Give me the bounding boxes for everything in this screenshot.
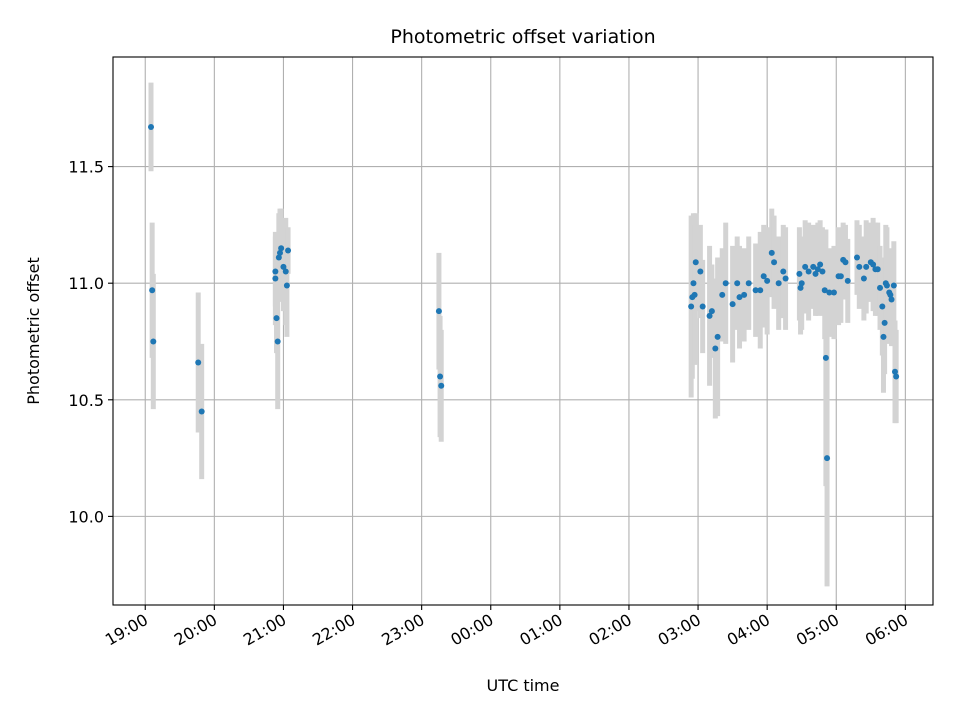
data-point — [863, 263, 870, 270]
data-point — [712, 345, 719, 352]
y-tick-label: 11.0 — [68, 274, 104, 293]
data-point — [273, 315, 280, 322]
data-point — [780, 268, 787, 275]
data-point — [826, 289, 833, 296]
data-point — [874, 266, 881, 273]
data-point — [888, 296, 895, 303]
y-tick-label: 10.0 — [68, 507, 104, 526]
data-point — [879, 303, 886, 310]
data-point — [692, 259, 699, 266]
plot-frame — [112, 56, 934, 606]
data-point — [282, 268, 289, 275]
data-point — [150, 338, 157, 345]
data-point — [760, 273, 767, 280]
data-point — [824, 455, 831, 462]
data-point — [148, 123, 155, 130]
plot-area — [113, 57, 933, 605]
data-point — [745, 280, 752, 287]
chart-title: Photometric offset variation — [390, 26, 655, 48]
data-point — [285, 247, 292, 254]
data-point — [814, 266, 821, 273]
data-point — [853, 254, 860, 261]
data-point — [722, 280, 729, 287]
data-point — [708, 308, 715, 315]
data-point — [697, 268, 704, 275]
data-point — [714, 333, 721, 340]
data-point — [757, 287, 764, 294]
data-point — [877, 284, 884, 291]
data-point — [690, 280, 697, 287]
data-point — [688, 303, 695, 310]
data-point — [887, 291, 894, 298]
data-point — [752, 287, 759, 294]
data-point — [881, 319, 888, 326]
data-point — [437, 373, 444, 380]
data-point — [810, 263, 817, 270]
data-point — [890, 282, 897, 289]
data-point — [797, 284, 804, 291]
data-point — [798, 280, 805, 287]
data-point — [719, 291, 726, 298]
data-point — [764, 277, 771, 284]
data-point — [883, 282, 890, 289]
data-point — [893, 373, 900, 380]
data-point — [891, 368, 898, 375]
data-point — [195, 359, 202, 366]
data-point — [805, 268, 812, 275]
data-point — [822, 354, 829, 361]
data-point — [274, 338, 281, 345]
x-axis-label: UTC time — [487, 676, 560, 695]
data-point — [741, 291, 748, 298]
data-point — [842, 259, 849, 266]
data-point — [275, 254, 282, 261]
data-point — [782, 275, 789, 282]
data-point — [796, 270, 803, 277]
data-point — [283, 282, 290, 289]
data-point — [771, 259, 778, 266]
data-point — [817, 261, 824, 268]
data-point — [775, 280, 782, 287]
data-point — [435, 308, 442, 315]
data-point — [280, 263, 287, 270]
data-point — [736, 294, 743, 301]
point-layer — [148, 123, 900, 462]
data-point — [438, 382, 445, 389]
y-axis-label: Photometric offset — [24, 257, 43, 405]
data-point — [729, 301, 736, 308]
data-point — [844, 277, 851, 284]
data-point — [830, 289, 837, 296]
y-tick-label: 11.5 — [68, 158, 104, 177]
data-point — [272, 275, 279, 282]
data-point — [706, 312, 713, 319]
data-point — [819, 268, 826, 275]
data-point — [837, 273, 844, 280]
data-point — [856, 263, 863, 270]
data-point — [149, 287, 156, 294]
data-point — [880, 333, 887, 340]
data-point — [691, 291, 698, 298]
data-point — [198, 408, 205, 415]
data-point — [860, 275, 867, 282]
data-point — [812, 270, 819, 277]
data-point — [699, 303, 706, 310]
data-point — [821, 287, 828, 294]
data-point — [802, 263, 809, 270]
data-point — [768, 249, 775, 256]
data-point — [272, 268, 279, 275]
y-tick-label: 10.5 — [68, 391, 104, 410]
data-point — [734, 280, 741, 287]
data-point — [278, 245, 285, 252]
data-point — [870, 261, 877, 268]
data-point — [276, 249, 283, 256]
